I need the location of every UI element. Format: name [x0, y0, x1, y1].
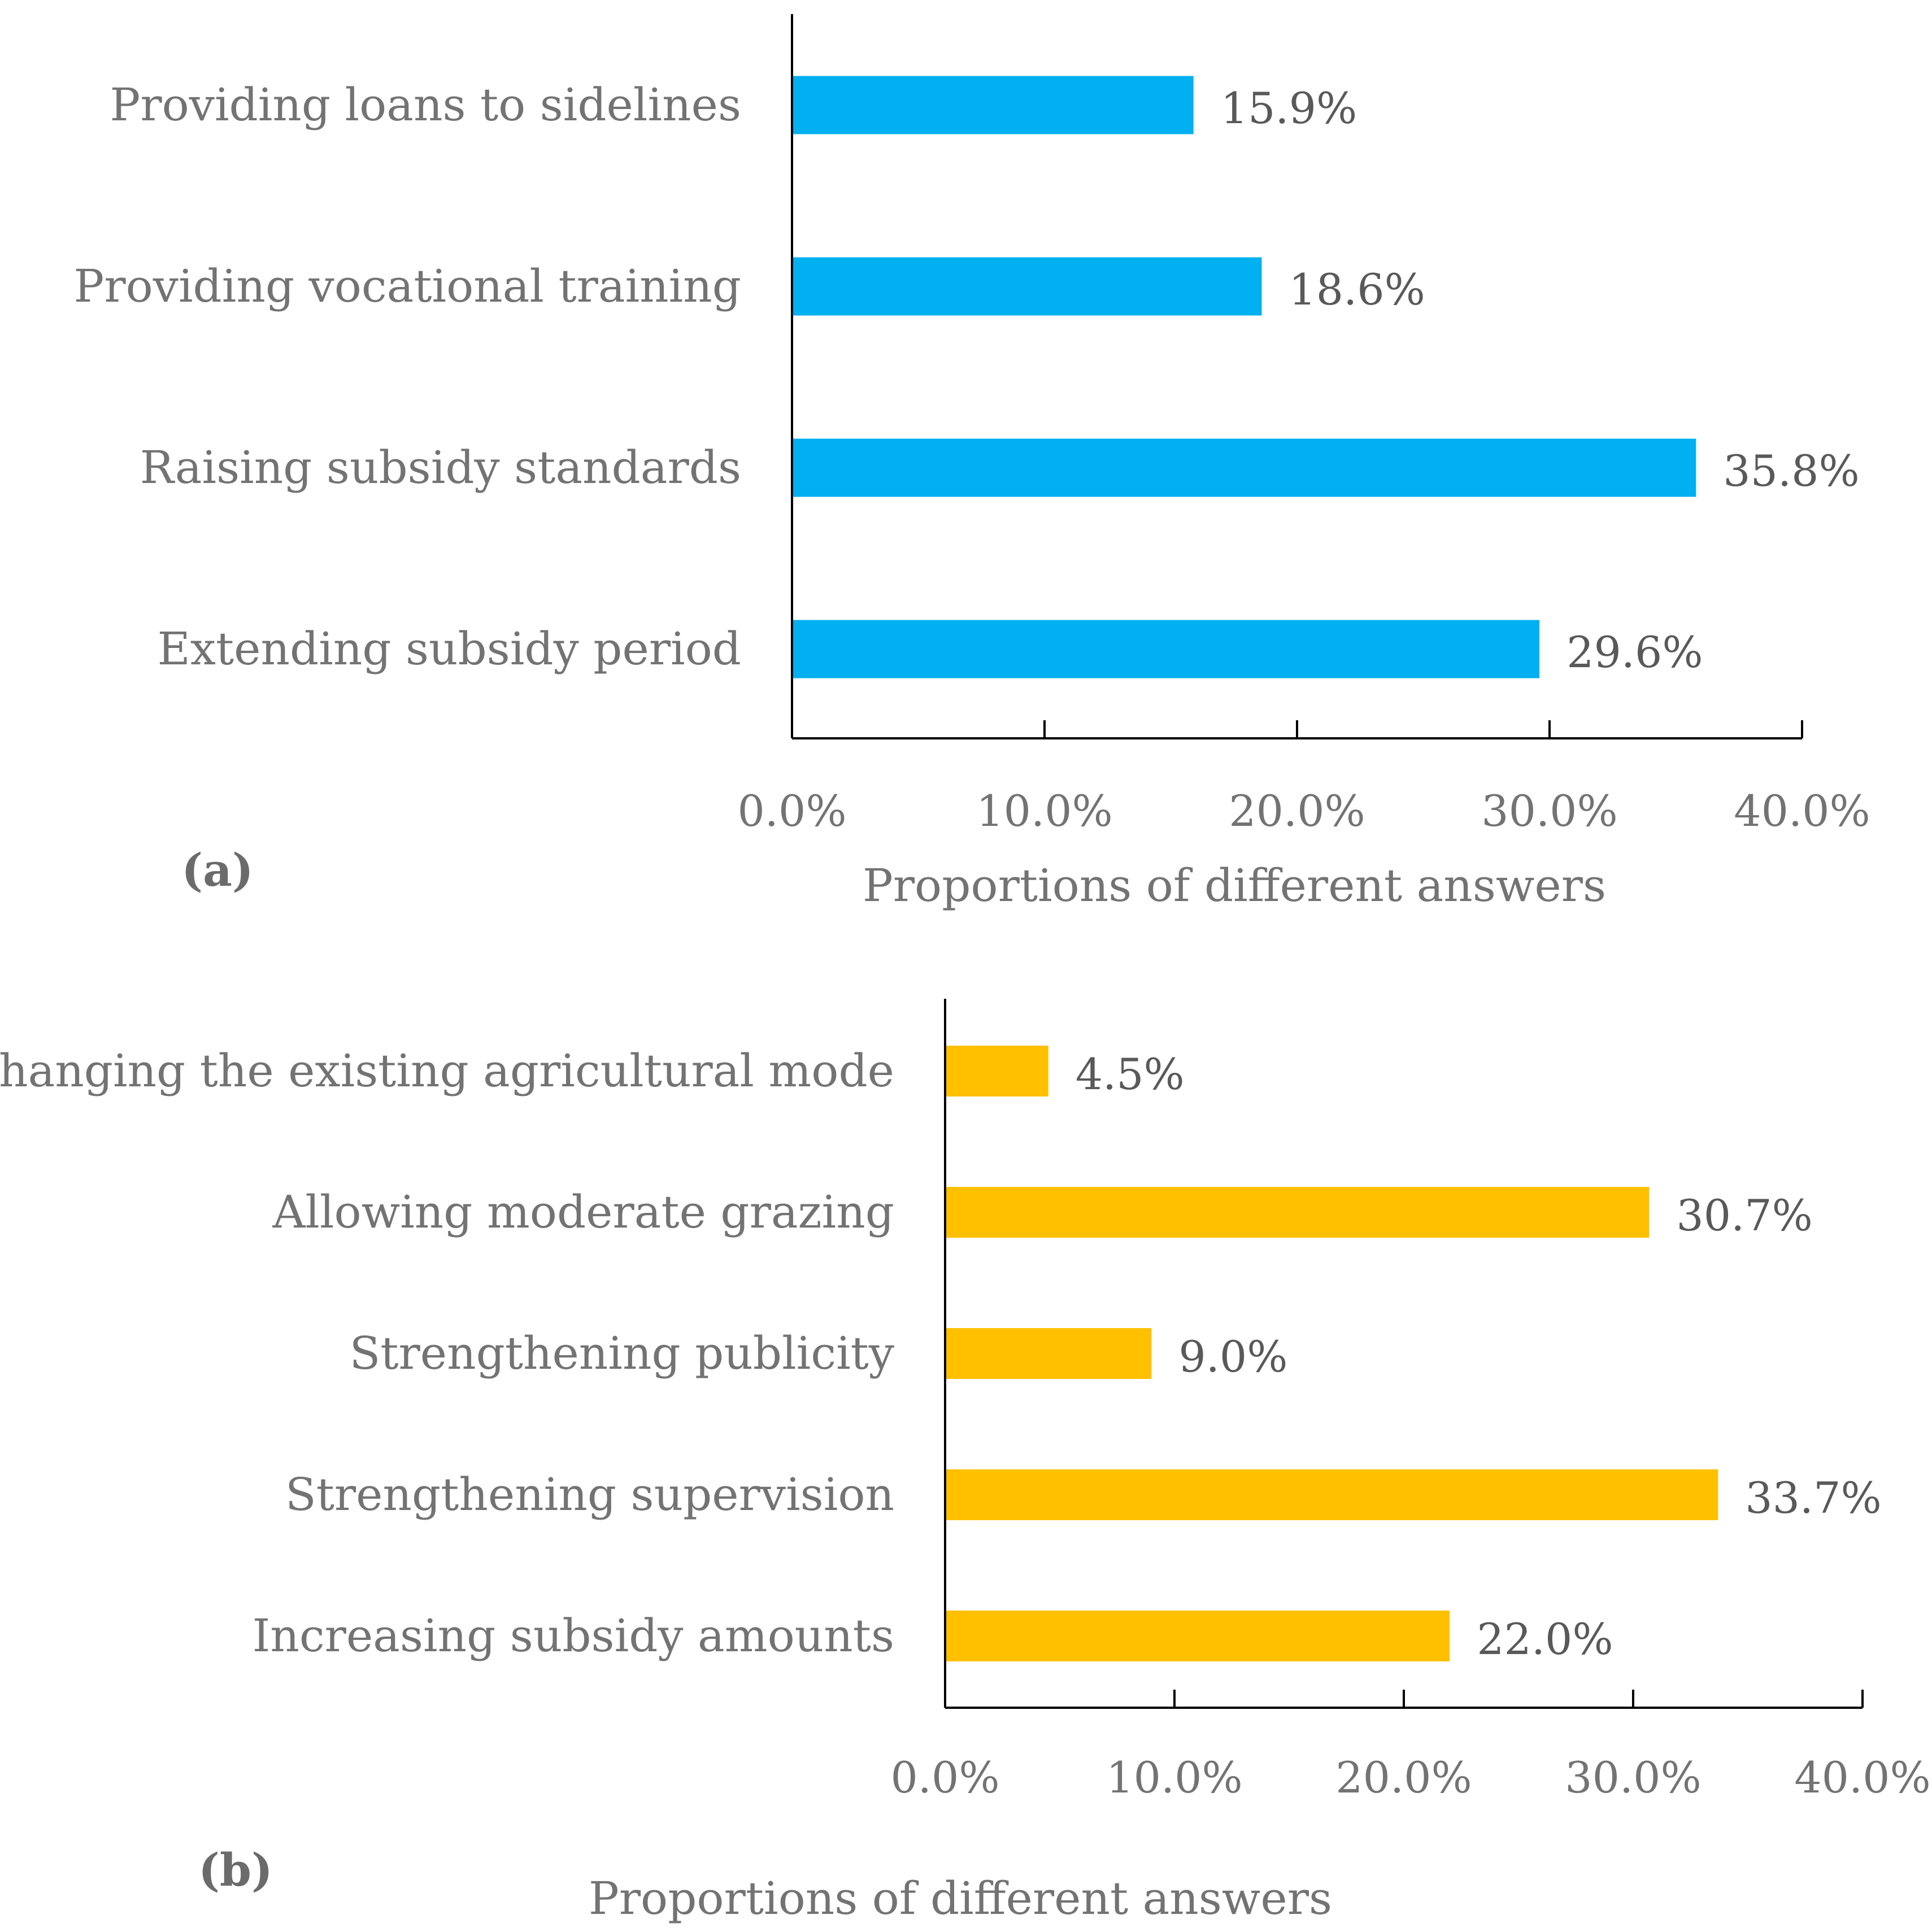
bar [792, 76, 1194, 134]
data-label: 18.6% [1289, 264, 1425, 315]
data-label: 4.5% [1076, 1049, 1185, 1099]
panel-label: (a) [181, 843, 254, 897]
x-tick-label: 10.0% [976, 786, 1112, 836]
category-label: Raising subsidy standards [140, 441, 741, 494]
category-label: Providing vocational training [74, 260, 741, 312]
bar [792, 620, 1540, 678]
bar [792, 438, 1696, 497]
category-label: Strengthening publicity [350, 1327, 894, 1380]
x-tick-label: 10.0% [1106, 1752, 1242, 1803]
x-tick-label: 30.0% [1565, 1752, 1701, 1803]
category-label: Changing the existing agricultural mode [0, 1045, 894, 1097]
x-tick-label: 0.0% [890, 1752, 999, 1803]
bar [945, 1328, 1152, 1379]
data-label: 29.6% [1567, 627, 1703, 677]
category-label: Extending subsidy period [157, 623, 741, 675]
category-label: Allowing moderate grazing [272, 1186, 894, 1238]
bar [792, 257, 1262, 316]
x-axis-title: Proportions of different answers [863, 859, 1606, 912]
category-label: Strengthening supervision [285, 1468, 894, 1521]
x-tick-label: 40.0% [1794, 1752, 1930, 1803]
bar [945, 1187, 1650, 1238]
x-tick-label: 40.0% [1734, 786, 1870, 836]
data-label: 22.0% [1477, 1614, 1613, 1664]
data-label: 33.7% [1745, 1473, 1881, 1523]
x-tick-label: 30.0% [1481, 786, 1617, 836]
bar [945, 1469, 1718, 1520]
data-label: 35.8% [1723, 446, 1859, 496]
data-label: 15.9% [1221, 83, 1357, 133]
bar [945, 1611, 1450, 1661]
data-label: 9.0% [1178, 1331, 1287, 1382]
category-label: Increasing subsidy amounts [253, 1609, 894, 1662]
x-tick-label: 20.0% [1229, 786, 1365, 836]
data-label: 30.7% [1676, 1190, 1812, 1241]
x-axis-title: Proportions of different answers [589, 1872, 1332, 1925]
x-tick-label: 0.0% [737, 786, 846, 836]
category-label: Providing loans to sidelines [110, 79, 741, 131]
bar [945, 1046, 1048, 1096]
x-tick-label: 20.0% [1335, 1752, 1472, 1803]
panel-label: (b) [198, 1843, 273, 1896]
